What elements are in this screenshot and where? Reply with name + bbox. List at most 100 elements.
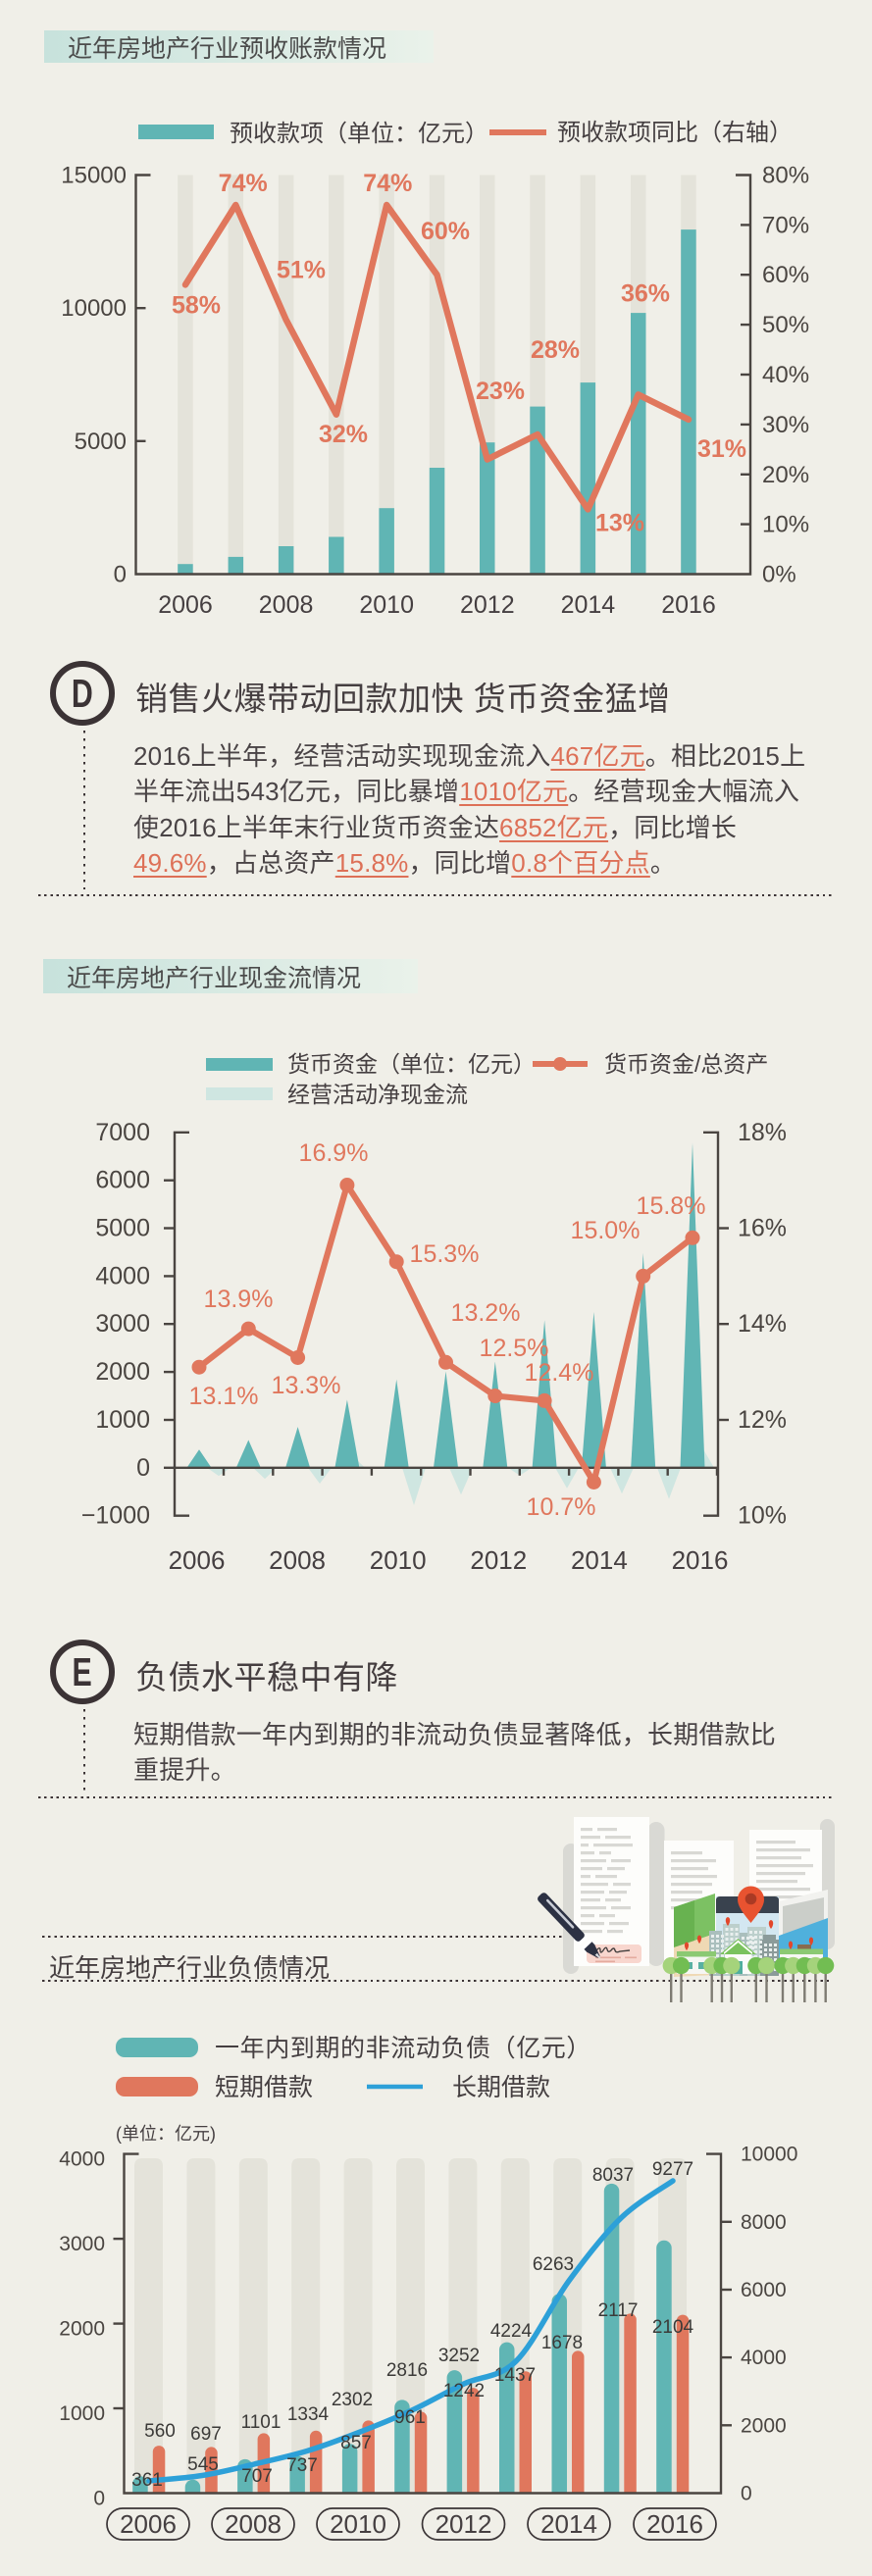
svg-text:0: 0 xyxy=(136,1454,150,1482)
svg-text:74%: 74% xyxy=(219,170,268,197)
svg-text:2010: 2010 xyxy=(359,591,414,619)
svg-text:2016: 2016 xyxy=(646,2509,703,2539)
svg-text:13.9%: 13.9% xyxy=(204,1286,274,1313)
svg-text:4000: 4000 xyxy=(95,1262,150,1289)
svg-text:737: 737 xyxy=(286,2455,318,2476)
svg-text:长期借款: 长期借款 xyxy=(452,2074,550,2101)
svg-text:0%: 0% xyxy=(762,562,796,588)
svg-text:20%: 20% xyxy=(762,462,809,488)
svg-text:1000: 1000 xyxy=(59,2402,105,2425)
svg-text:30%: 30% xyxy=(762,412,809,438)
svg-text:560: 560 xyxy=(144,2421,176,2442)
svg-text:15000: 15000 xyxy=(61,163,127,189)
svg-text:9277: 9277 xyxy=(652,2159,693,2180)
svg-text:28%: 28% xyxy=(531,336,580,364)
svg-text:16.9%: 16.9% xyxy=(299,1139,369,1167)
svg-text:短期借款: 短期借款 xyxy=(215,2074,313,2101)
svg-text:74%: 74% xyxy=(363,170,412,197)
svg-text:8037: 8037 xyxy=(592,2165,634,2186)
svg-text:2012: 2012 xyxy=(436,2509,492,2539)
svg-text:3000: 3000 xyxy=(95,1310,150,1338)
svg-text:2117: 2117 xyxy=(598,2300,639,2321)
svg-text:60%: 60% xyxy=(421,218,470,245)
svg-text:13%: 13% xyxy=(595,510,644,537)
svg-text:1678: 1678 xyxy=(541,2333,583,2353)
svg-text:50%: 50% xyxy=(762,312,809,338)
svg-text:1437: 1437 xyxy=(494,2365,536,2386)
svg-text:2010: 2010 xyxy=(330,2509,386,2539)
svg-text:10%: 10% xyxy=(738,1502,787,1530)
svg-text:51%: 51% xyxy=(277,256,326,283)
svg-text:32%: 32% xyxy=(319,421,368,448)
svg-text:6000: 6000 xyxy=(741,2279,787,2301)
svg-text:10%: 10% xyxy=(762,512,809,538)
svg-text:2008: 2008 xyxy=(225,2509,282,2539)
svg-text:10000: 10000 xyxy=(61,295,127,322)
svg-text:2104: 2104 xyxy=(652,2317,694,2338)
svg-text:0: 0 xyxy=(741,2483,752,2505)
svg-text:一年内到期的非流动负债（亿元）: 一年内到期的非流动负债（亿元） xyxy=(215,2035,591,2062)
svg-text:15.3%: 15.3% xyxy=(410,1240,480,1268)
svg-text:707: 707 xyxy=(241,2466,273,2487)
svg-text:2006: 2006 xyxy=(169,1545,226,1575)
svg-text:2000: 2000 xyxy=(95,1358,150,1386)
svg-text:58%: 58% xyxy=(172,292,221,320)
svg-text:13.3%: 13.3% xyxy=(272,1372,341,1399)
svg-text:2302: 2302 xyxy=(332,2390,373,2410)
svg-text:2012: 2012 xyxy=(470,1545,527,1575)
svg-text:697: 697 xyxy=(190,2424,222,2445)
svg-text:2010: 2010 xyxy=(370,1545,427,1575)
svg-text:预收款项（单位：亿元）: 预收款项（单位：亿元） xyxy=(230,121,488,147)
svg-text:4224: 4224 xyxy=(490,2321,533,2342)
svg-text:18%: 18% xyxy=(738,1119,787,1146)
svg-text:2014: 2014 xyxy=(540,2509,597,2539)
svg-text:8000: 8000 xyxy=(741,2211,787,2234)
svg-text:961: 961 xyxy=(394,2407,426,2428)
svg-text:361: 361 xyxy=(131,2470,163,2491)
svg-text:23%: 23% xyxy=(476,378,525,405)
svg-text:13.2%: 13.2% xyxy=(451,1299,521,1327)
svg-text:36%: 36% xyxy=(621,280,670,308)
svg-text:2012: 2012 xyxy=(460,591,515,619)
svg-text:545: 545 xyxy=(187,2454,219,2475)
svg-text:857: 857 xyxy=(340,2433,372,2453)
svg-text:12.4%: 12.4% xyxy=(525,1359,594,1387)
svg-text:0: 0 xyxy=(114,562,127,588)
svg-text:5000: 5000 xyxy=(95,1215,150,1242)
svg-text:12%: 12% xyxy=(738,1406,787,1434)
svg-text:6263: 6263 xyxy=(533,2254,574,2275)
svg-text:2000: 2000 xyxy=(59,2318,105,2341)
svg-text:1334: 1334 xyxy=(287,2404,330,2425)
svg-text:7000: 7000 xyxy=(95,1119,150,1146)
svg-text:15.8%: 15.8% xyxy=(637,1192,706,1220)
svg-text:1101: 1101 xyxy=(241,2412,282,2433)
svg-text:(单位：亿元): (单位：亿元) xyxy=(116,2124,216,2144)
svg-text:40%: 40% xyxy=(762,362,809,388)
svg-text:10000: 10000 xyxy=(741,2144,797,2166)
svg-text:80%: 80% xyxy=(762,163,809,189)
svg-text:货币资金（单位：亿元）: 货币资金（单位：亿元） xyxy=(287,1051,536,1077)
svg-text:60%: 60% xyxy=(762,262,809,288)
svg-text:2006: 2006 xyxy=(158,591,213,619)
svg-text:4000: 4000 xyxy=(59,2148,105,2171)
svg-text:预收款项同比（右轴）: 预收款项同比（右轴） xyxy=(557,120,793,146)
svg-text:15.0%: 15.0% xyxy=(571,1217,641,1244)
svg-text:12.5%: 12.5% xyxy=(480,1335,549,1362)
svg-text:0: 0 xyxy=(93,2488,105,2510)
svg-text:3000: 3000 xyxy=(59,2233,105,2255)
svg-text:5000: 5000 xyxy=(75,429,127,455)
svg-text:2016: 2016 xyxy=(672,1545,729,1575)
svg-text:经营活动净现金流: 经营活动净现金流 xyxy=(287,1082,468,1107)
svg-text:1000: 1000 xyxy=(95,1406,150,1434)
svg-text:2016: 2016 xyxy=(661,591,716,619)
svg-text:4000: 4000 xyxy=(741,2347,787,2369)
svg-text:−1000: −1000 xyxy=(81,1502,150,1530)
svg-text:2816: 2816 xyxy=(386,2360,428,2381)
svg-text:31%: 31% xyxy=(697,435,746,463)
svg-text:3252: 3252 xyxy=(438,2346,480,2366)
svg-text:2008: 2008 xyxy=(269,1545,326,1575)
svg-text:14%: 14% xyxy=(738,1310,787,1338)
svg-text:16%: 16% xyxy=(738,1215,787,1242)
svg-text:2014: 2014 xyxy=(571,1545,628,1575)
svg-text:13.1%: 13.1% xyxy=(189,1383,259,1410)
